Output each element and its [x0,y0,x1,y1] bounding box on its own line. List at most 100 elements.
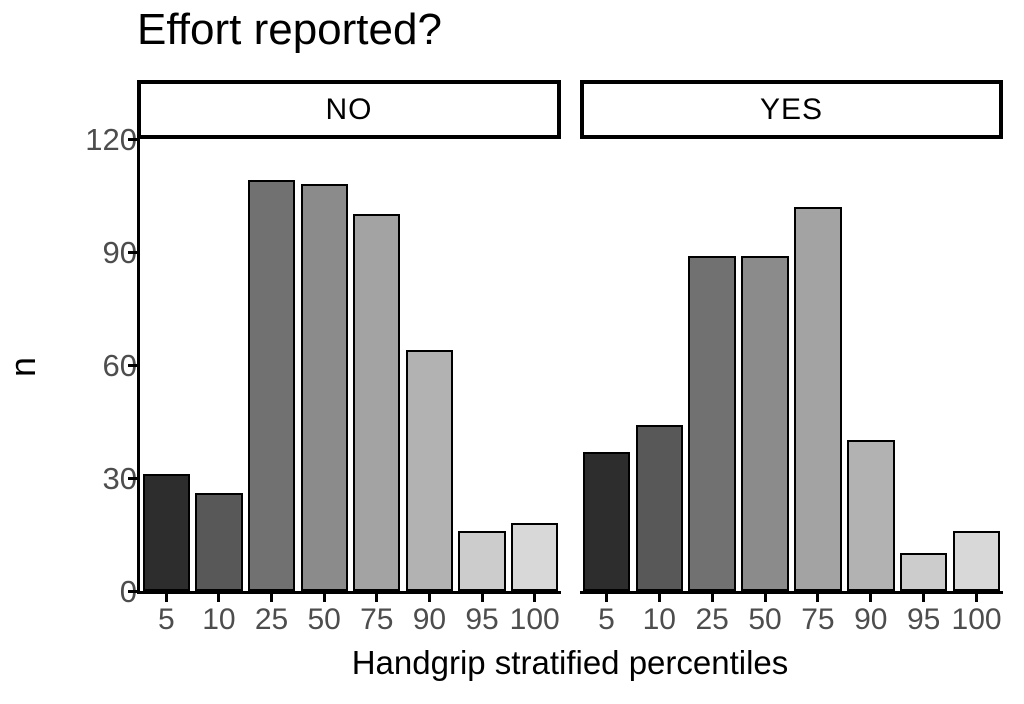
y-tick [128,250,137,254]
x-tick-label-95: 95 [465,603,499,636]
x-tick-label-95: 95 [907,603,941,636]
x-tick [322,594,326,602]
bar-yes-100 [952,530,1001,591]
bar-no-50 [300,184,348,591]
x-tick-label-100: 100 [951,603,1002,636]
y-tick [128,137,137,141]
bar-slot [193,139,246,591]
x-tick-label-75: 75 [801,603,835,636]
y-tick-label-90: 90 [102,235,137,270]
x-tick [869,594,873,602]
x-slot: 75 [351,594,404,635]
bar-slot [950,139,1003,591]
bar-yes-5 [582,451,631,591]
x-tick [480,594,484,602]
x-tick-label-25: 25 [695,603,729,636]
bar-no-95 [458,530,506,591]
y-tick-label-60: 60 [102,348,137,383]
bar-slot [792,139,845,591]
y-tick-label-0: 0 [12,576,137,607]
bar-yes-95 [899,553,948,591]
x-slot: 100 [950,594,1003,635]
x-slot: 100 [508,594,561,635]
bar-yes-75 [794,206,842,591]
bar-no-10 [195,493,243,591]
x-tick [922,594,926,602]
bar-slot [298,139,351,591]
bar-yes-10 [635,425,684,591]
x-tick-label-100: 100 [509,603,560,636]
x-slot: 25 [245,594,298,635]
x-tick-label-10: 10 [642,603,676,636]
x-slot: 50 [298,594,351,635]
x-axis-title: Handgrip stratified percentiles [351,644,789,681]
bar-yes-50 [741,255,789,591]
x-slot: 90 [403,594,456,635]
x-tick-label-50: 50 [748,603,782,636]
bar-slot [739,139,792,591]
x-tick [533,594,537,602]
facet-strip-label-no: NO [325,92,373,126]
bar-slot [633,139,686,591]
x-slot: 95 [456,594,509,635]
x-tick [975,594,979,602]
panel-no [137,139,561,594]
x-tick-label-5: 5 [598,603,615,636]
x-tick-label-75: 75 [360,603,394,636]
x-tick-label-10: 10 [202,603,236,636]
x-tick [657,594,661,602]
bar-slot [403,139,456,591]
facet-no: NO 5 10 25 50 75 90 95 100 [137,80,561,635]
x-tick [763,594,767,602]
facet-strip-label-yes: YES [759,92,824,126]
y-tick [128,589,137,593]
bar-yes-25 [688,255,736,591]
x-tick-label-50: 50 [307,603,341,636]
bar-yes-90 [847,440,895,591]
x-axis-yes: 5 10 25 50 75 90 95 100 [580,594,1003,635]
x-slot: 10 [633,594,686,635]
x-tick-label-5: 5 [157,603,175,636]
x-tick [604,594,608,602]
chart-title: Effort reported? [137,5,442,54]
panel-yes [580,139,1003,594]
bar-no-5 [142,474,190,591]
x-slot: 50 [739,594,792,635]
x-slot: 25 [686,594,739,635]
x-axis-no: 5 10 25 50 75 90 95 100 [140,594,561,635]
bar-no-100 [511,523,559,591]
x-slot: 5 [140,594,193,635]
facet-strip-yes: YES [580,80,1003,139]
bar-slot [245,139,298,591]
x-slot: 75 [792,594,845,635]
facet-yes: YES 5 10 25 50 75 90 95 100 [580,80,1003,635]
x-tick [270,594,274,602]
bar-slot [580,139,633,591]
x-tick [217,594,221,602]
facet-strip-no: NO [137,80,561,139]
x-tick [816,594,820,602]
bar-slot [686,139,739,591]
bar-slot [140,139,193,591]
x-tick [710,594,714,602]
x-tick-label-90: 90 [412,603,447,636]
x-tick [164,594,168,602]
y-tick-label-30: 30 [102,461,137,496]
bar-slot [351,139,404,591]
bar-no-75 [353,214,401,591]
y-tick-label-120: 120 [85,122,137,157]
x-tick [427,594,431,602]
x-slot: 10 [193,594,246,635]
bar-slot [897,139,950,591]
bar-no-90 [405,349,454,591]
x-slot: 5 [580,594,633,635]
x-tick-label-90: 90 [854,603,888,636]
y-tick [128,363,137,367]
x-tick-label-25: 25 [254,603,289,636]
x-tick [375,594,379,602]
bar-slot [508,139,561,591]
y-tick [128,476,137,480]
bar-slot [844,139,897,591]
bar-slot [456,139,509,591]
